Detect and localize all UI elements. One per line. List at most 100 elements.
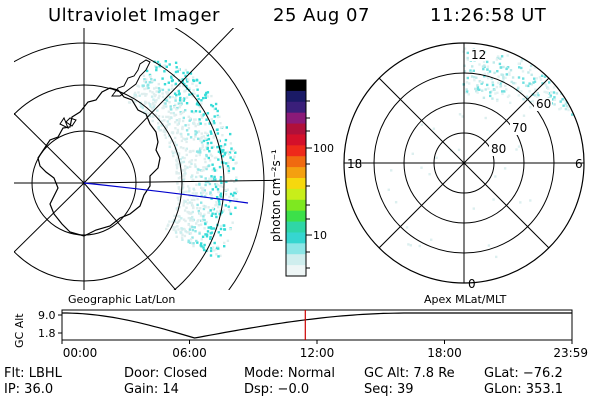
- colorbar-swatch: [286, 199, 306, 212]
- aurora-pixel: [194, 110, 198, 113]
- aurora-pixel: [205, 154, 208, 158]
- aurora-pixel: [177, 102, 180, 105]
- aurora-pixel: [183, 173, 186, 176]
- aurora-pixel: [224, 193, 228, 196]
- aurora-pixel: [171, 226, 175, 229]
- aurora-pixel: [155, 86, 158, 89]
- aurora-pixel: [154, 113, 158, 116]
- colorbar-swatch: [286, 80, 306, 92]
- aurora-pixel: [159, 129, 163, 132]
- aurora-pixel: [176, 131, 180, 134]
- aurora-pixel: [135, 95, 138, 98]
- time-tick-label: 00:00: [63, 346, 98, 360]
- aurora-pixel: [204, 180, 208, 184]
- aurora-pixel: [187, 78, 190, 81]
- aurora-pixel: [499, 57, 502, 60]
- aurora-pixel: [205, 220, 208, 224]
- aurora-pixel: [187, 216, 190, 220]
- aurora-pixel: [480, 82, 483, 85]
- aurora-pixel: [216, 245, 220, 249]
- aurora-pixel: [192, 244, 195, 248]
- aurora-pixel: [499, 82, 502, 85]
- aurora-pixel: [527, 84, 530, 88]
- aurora-pixel: [192, 89, 195, 92]
- aurora-pixel: [205, 118, 208, 121]
- aurora-pixel: [498, 62, 502, 66]
- aurora-pixel: [188, 93, 191, 96]
- aurora-pixel: [171, 95, 174, 99]
- aurora-pixel: [173, 114, 176, 117]
- aurora-pixel: [492, 61, 495, 64]
- aurora-pixel: [205, 192, 208, 195]
- aurora-pixel: [171, 220, 174, 223]
- aurora-pixel: [558, 108, 561, 111]
- aurora-pixel: [164, 136, 168, 139]
- aurora-pixel: [186, 71, 189, 74]
- aurora-pixel: [194, 124, 197, 128]
- aurora-pixel: [487, 87, 490, 90]
- aurora-pixel: [176, 221, 179, 224]
- aurora-pixel: [517, 94, 520, 97]
- aurora-pixel: [494, 175, 497, 178]
- aurora-pixel: [225, 126, 228, 129]
- aurora-pixel: [148, 81, 151, 84]
- aurora-pixel: [161, 106, 164, 110]
- aurora-pixel: [472, 69, 475, 72]
- aurora-pixel: [504, 76, 507, 79]
- aurora-pixel: [189, 136, 193, 139]
- aurora-pixel: [145, 109, 148, 112]
- aurora-pixel: [200, 136, 203, 140]
- colorbar-swatch: [286, 90, 306, 103]
- mlt-label-18: 18: [347, 157, 362, 171]
- geographic-map-panel: [14, 28, 276, 290]
- aurora-pixel: [530, 73, 533, 76]
- aurora-pixel: [228, 151, 232, 154]
- aurora-pixel: [517, 145, 521, 148]
- aurora-pixel: [198, 110, 202, 113]
- aurora-pixel: [181, 233, 184, 236]
- colorbar-swatch: [286, 112, 306, 125]
- aurora-pixel: [235, 190, 239, 193]
- aurora-pixel: [522, 77, 525, 80]
- aurora-pixel: [173, 214, 176, 218]
- aurora-pixel: [229, 228, 232, 231]
- aurora-pixel: [203, 195, 207, 198]
- aurora-pixel: [196, 94, 199, 97]
- aurora-pixel: [475, 90, 478, 93]
- aurora-pixel: [223, 245, 226, 248]
- aurora-pixel: [219, 176, 223, 179]
- aurora-pixel: [199, 122, 202, 125]
- aurora-pixel: [565, 104, 568, 108]
- aurora-pixel: [203, 243, 206, 247]
- aurora-pixel: [153, 87, 156, 90]
- colorbar-swatch: [286, 145, 306, 157]
- aurora-pixel: [215, 253, 218, 256]
- aurora-pixel: [522, 114, 526, 117]
- aurora-pixel: [203, 189, 206, 192]
- aurora-pixel: [184, 74, 187, 78]
- aurora-pixel: [150, 95, 154, 98]
- aurora-pixel: [218, 203, 221, 206]
- aurora-pixel: [167, 115, 170, 119]
- aurora-pixel: [177, 154, 180, 158]
- aurora-pixel: [496, 55, 500, 58]
- aurora-pixel: [178, 105, 181, 109]
- aurora-pixel: [219, 227, 223, 231]
- aurora-pixel: [165, 105, 168, 108]
- aurora-pixel: [546, 91, 550, 94]
- aurora-pixel: [175, 172, 178, 175]
- aurora-pixel: [152, 115, 155, 118]
- aurora-pixel: [177, 187, 181, 190]
- aurora-pixel: [219, 149, 223, 152]
- aurora-pixel: [435, 156, 438, 159]
- aurora-pixel: [214, 102, 218, 106]
- aurora-pixel: [197, 209, 200, 213]
- aurora-pixel: [217, 255, 220, 258]
- aurora-pixel: [192, 79, 196, 83]
- aurora-pixel: [222, 209, 225, 212]
- aurora-pixel: [198, 81, 202, 85]
- aurora-pixel: [223, 143, 227, 146]
- aurora-pixel: [221, 185, 225, 188]
- aurora-pixel: [193, 226, 196, 229]
- aurora-pixel: [230, 148, 233, 152]
